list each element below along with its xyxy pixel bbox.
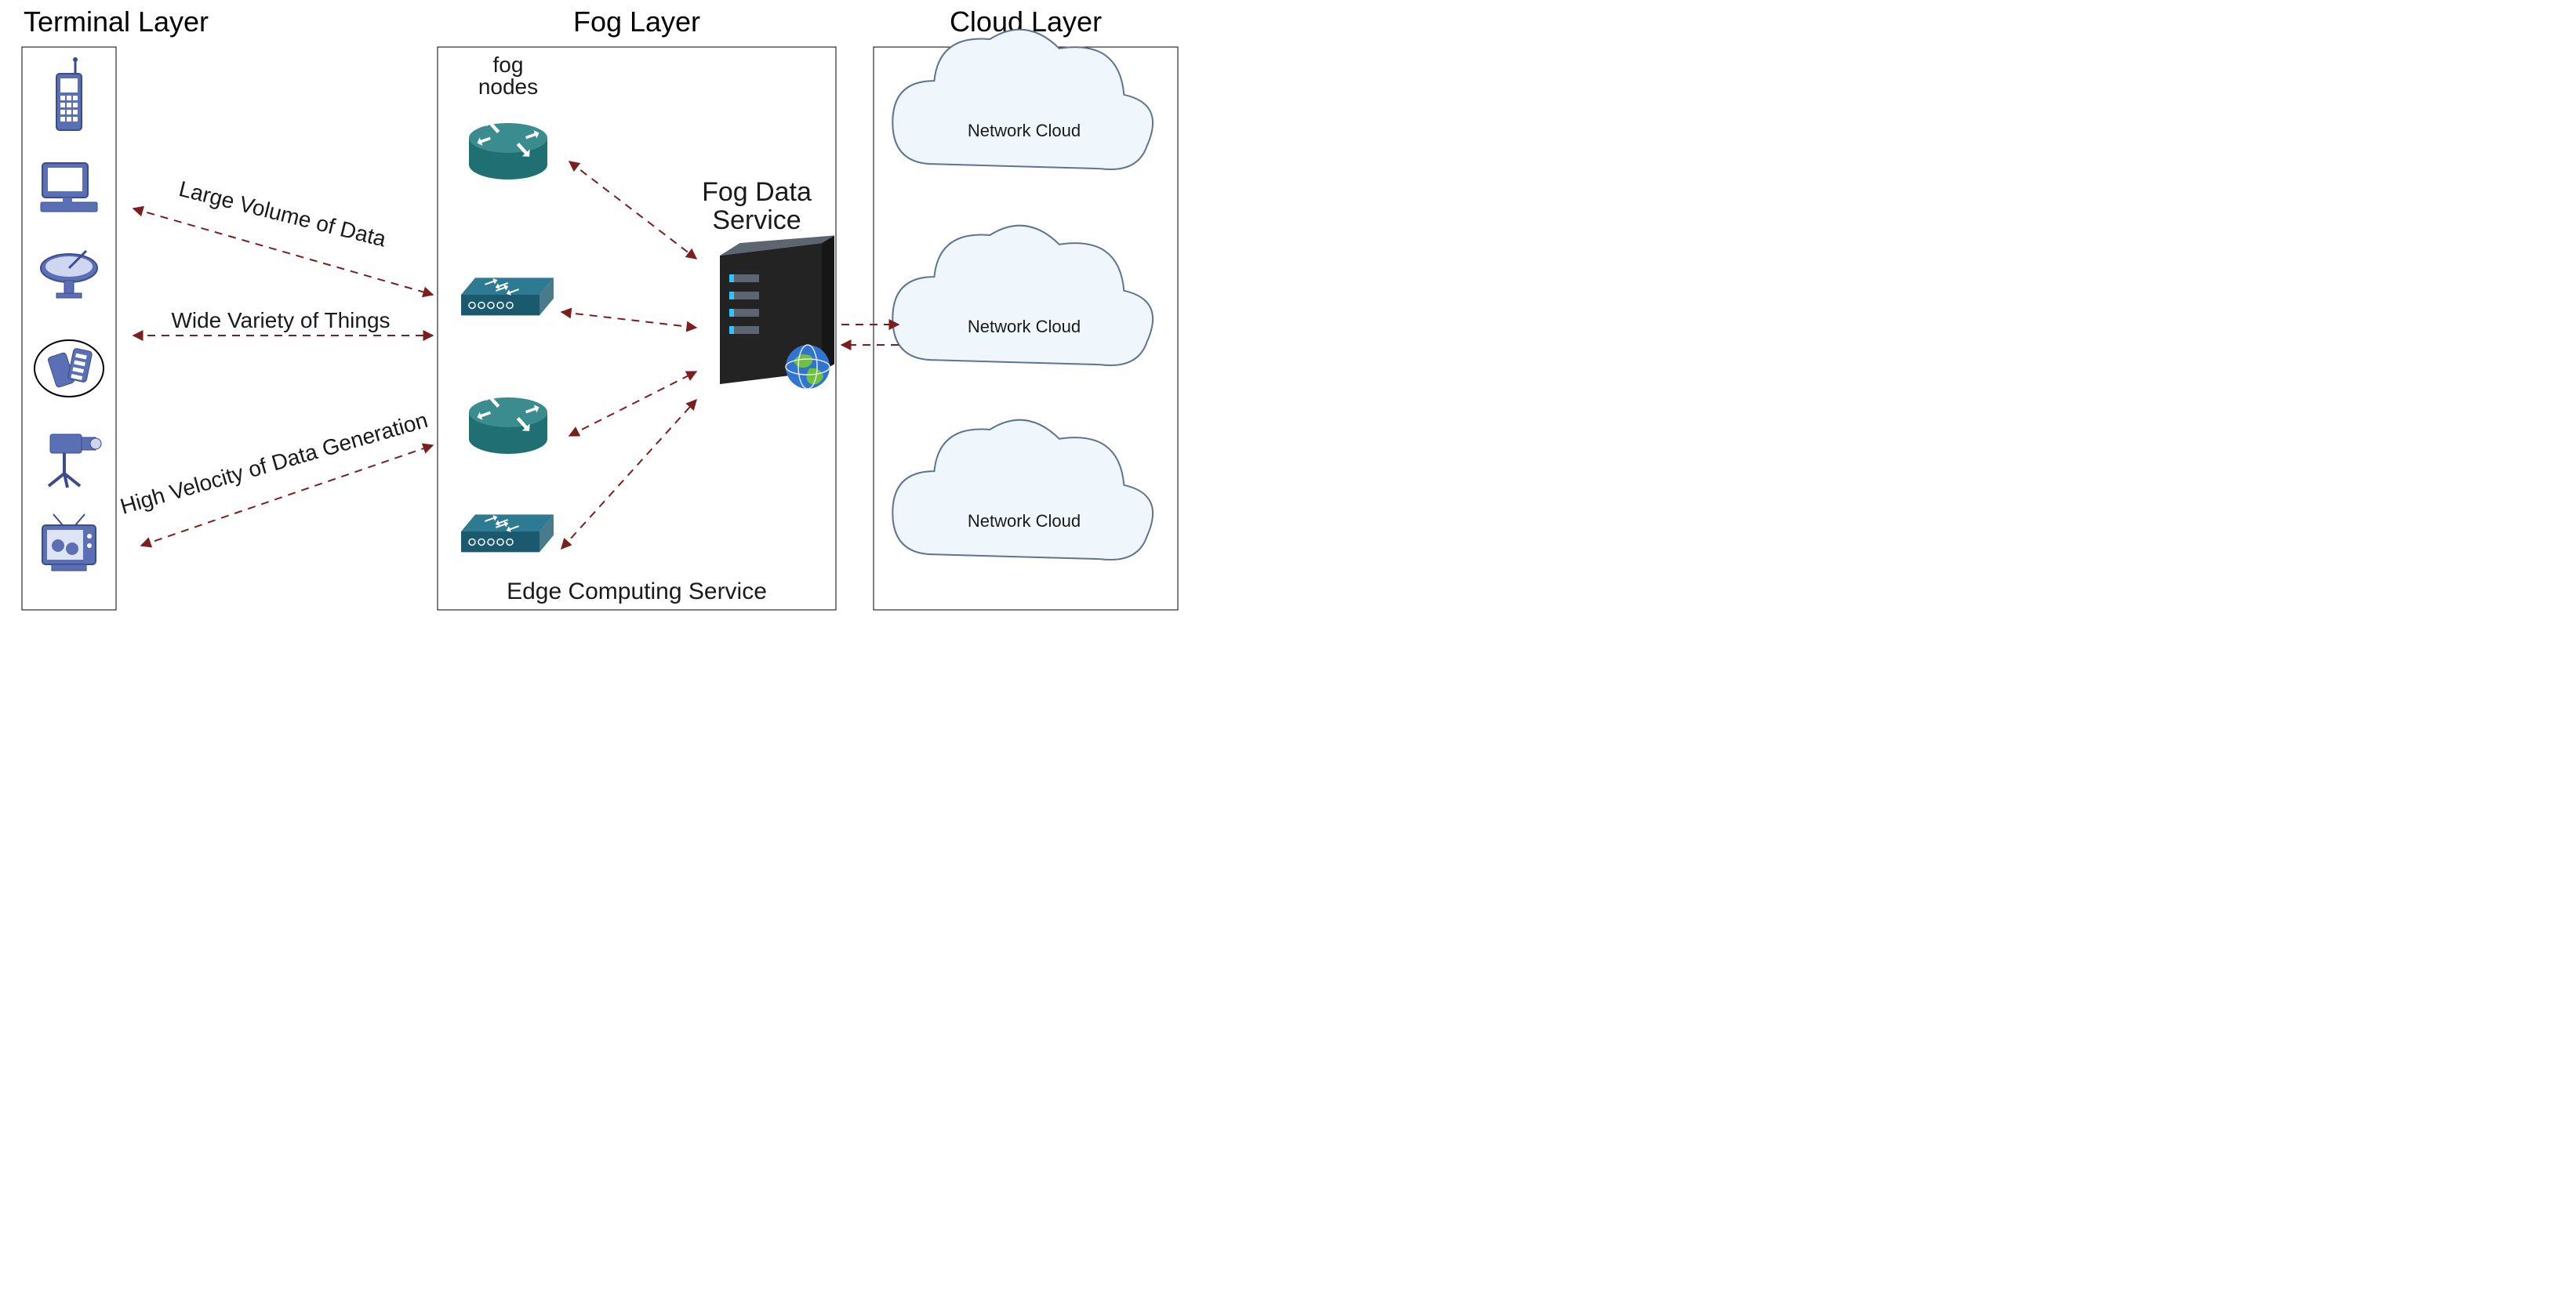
terminal-dish-icon [41,251,97,298]
connector-arrow [569,161,696,259]
fog-data-service-label: Fog DataService [702,177,812,235]
fog-router-icon [469,390,547,454]
terminal-tv-icon [42,514,96,571]
terminal-computer-icon [41,163,97,212]
cloud-node-label: Network Cloud [968,511,1081,531]
fog-data-server-icon [720,235,834,389]
fog-switch-icon [461,277,554,315]
connector-label: Large Volume of Data [176,176,389,252]
cloud-node-icon: Network Cloud [892,420,1153,560]
edge-computing-label: Edge Computing Service [507,579,767,604]
connector-label: High Velocity of Data Generation [118,408,431,519]
cloud-node-label: Network Cloud [968,317,1081,336]
terminal-camera-icon [49,434,101,488]
fog-switch-icon [461,513,554,552]
fog-router-icon [469,116,547,180]
connector-arrow [561,312,696,328]
connector-arrow [569,372,696,436]
terminal-phone-icon [56,57,82,130]
cloud-node-icon: Network Cloud [892,30,1153,169]
connector-label: Wide Variety of Things [171,308,390,332]
terminal-title: Terminal Layer [24,5,209,38]
cloud-node-icon: Network Cloud [892,226,1153,365]
fog-nodes-label: fognodes [478,53,538,99]
fog-title: Fog Layer [573,5,700,38]
connector-arrow [561,400,696,549]
cloud-node-label: Network Cloud [968,121,1081,140]
terminal-phones-icon [35,340,104,397]
